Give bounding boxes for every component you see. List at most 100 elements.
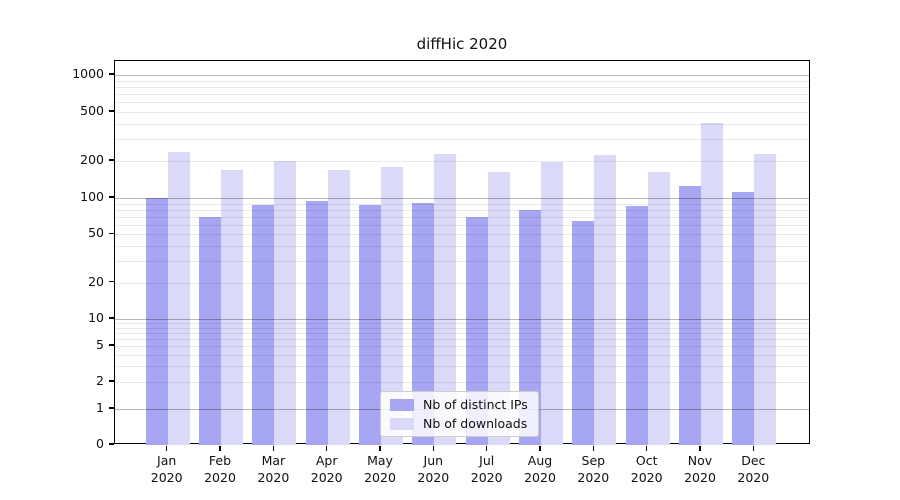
bar-downloads-jul — [487, 171, 510, 445]
x-tick-mark-aug — [539, 445, 541, 451]
bar-downloads-mar — [274, 161, 297, 445]
x-tick-mark-feb — [219, 445, 221, 451]
y-tick-mark-10 — [109, 317, 114, 319]
y-tick-label-500: 500 — [80, 103, 104, 118]
bar-ips-apr — [305, 201, 328, 445]
y-tick-label-200: 200 — [80, 152, 104, 167]
y-tick-label-1: 1 — [96, 400, 104, 415]
legend-row-downloads: Nb of downloads — [390, 416, 528, 431]
x-tick-mark-oct — [646, 445, 648, 451]
gridline-minor-700 — [115, 94, 809, 96]
plot-area — [114, 60, 810, 445]
gridline-minor-600 — [115, 102, 809, 104]
bar-downloads-nov — [701, 122, 723, 445]
gridline-minor-6 — [115, 339, 809, 340]
bar-ips-feb — [199, 216, 221, 445]
gridline-minor-80 — [115, 209, 809, 211]
gridline-minor-500 — [115, 112, 809, 113]
chart-title: diffHic 2020 — [416, 35, 508, 53]
gridline-minor-50 — [115, 234, 809, 236]
x-tick-mark-mar — [272, 445, 275, 451]
x-tick-label-nov: Nov 2020 — [684, 453, 716, 485]
y-tick-label-50: 50 — [88, 225, 104, 241]
gridline-major-10 — [115, 319, 809, 320]
x-tick-mark-apr — [326, 445, 328, 451]
y-tick-mark-100 — [109, 196, 114, 198]
gridline-minor-2 — [115, 381, 809, 383]
gridline-minor-300 — [115, 139, 809, 141]
bar-ips-jan — [145, 198, 168, 445]
bar-ips-oct — [625, 205, 648, 445]
gridline-minor-900 — [115, 80, 809, 82]
y-tick-label-5: 5 — [96, 337, 104, 353]
gridline-minor-40 — [115, 246, 809, 248]
gridline-minor-20 — [115, 282, 809, 284]
x-tick-label-aug: Aug 2020 — [524, 453, 556, 485]
bar-ips-mar — [252, 205, 275, 445]
gridline-minor-8 — [115, 327, 809, 329]
bar-downloads-may — [381, 166, 403, 445]
legend-label-distinct-ips: Nb of distinct IPs — [423, 397, 528, 412]
y-tick-mark-50 — [109, 232, 114, 235]
x-tick-label-sep: Sep 2020 — [577, 453, 610, 485]
bar-ips-dec — [732, 191, 755, 445]
bar-ips-jun — [412, 203, 435, 445]
bar-downloads-oct — [647, 172, 670, 445]
y-tick-mark-20 — [109, 280, 114, 283]
x-tick-label-apr: Apr 2020 — [310, 453, 343, 485]
bar-downloads-jun — [434, 153, 457, 445]
y-tick-mark-200 — [109, 159, 114, 161]
x-tick-label-jul: Jul 2020 — [470, 453, 503, 485]
legend-row-distinct-ips: Nb of distinct IPs — [390, 397, 528, 412]
gridline-major-1000 — [115, 75, 809, 76]
x-tick-mark-nov — [699, 445, 701, 451]
x-tick-label-jan: Jan 2020 — [150, 453, 183, 485]
y-tick-mark-0 — [109, 443, 114, 445]
gridline-minor-4 — [115, 354, 809, 356]
bar-ips-aug — [519, 210, 541, 445]
x-tick-label-dec: Dec 2020 — [737, 453, 770, 485]
gridline-minor-7 — [115, 332, 809, 334]
x-tick-label-feb: Feb 2020 — [204, 453, 236, 485]
bar-ips-may — [359, 204, 381, 445]
x-tick-label-may: May 2020 — [364, 453, 396, 485]
x-tick-label-jun: Jun 2020 — [417, 453, 450, 485]
y-tick-label-100: 100 — [80, 189, 104, 204]
y-tick-mark-1 — [109, 407, 114, 409]
legend-label-downloads: Nb of downloads — [423, 416, 528, 431]
bar-downloads-sep — [594, 154, 617, 445]
x-tick-mark-jul — [486, 445, 488, 451]
gridline-minor-70 — [115, 216, 809, 218]
x-tick-mark-may — [379, 445, 381, 451]
bar-downloads-aug — [541, 162, 563, 445]
x-tick-mark-sep — [592, 445, 594, 451]
gridline-minor-400 — [115, 123, 809, 125]
x-tick-mark-dec — [752, 445, 754, 451]
y-tick-mark-5 — [109, 344, 114, 346]
bar-downloads-apr — [327, 169, 350, 445]
x-tick-label-mar: Mar 2020 — [257, 453, 290, 485]
y-tick-label-20: 20 — [88, 273, 104, 289]
y-tick-label-2: 2 — [96, 372, 104, 388]
bar-downloads-dec — [754, 153, 777, 445]
x-tick-label-oct: Oct 2020 — [630, 453, 663, 485]
gridline-minor-9 — [115, 323, 809, 325]
y-tick-mark-500 — [109, 110, 114, 112]
bar-downloads-jan — [167, 152, 190, 445]
gridline-minor-90 — [115, 203, 809, 205]
x-tick-mark-jan — [166, 445, 168, 451]
gridline-minor-800 — [115, 86, 809, 88]
y-tick-mark-2 — [109, 380, 114, 382]
bar-ips-jul — [465, 216, 488, 445]
gridline-minor-60 — [115, 224, 809, 226]
gridline-minor-3 — [115, 366, 809, 368]
legend-swatch-distinct-ips — [390, 398, 414, 411]
gridline-minor-5 — [115, 346, 809, 348]
bar-downloads-feb — [221, 170, 243, 445]
gridline-major-100 — [115, 198, 809, 199]
y-tick-label-1000: 1000 — [72, 66, 104, 81]
legend: Nb of distinct IPs Nb of downloads — [380, 391, 539, 437]
y-tick-mark-1000 — [109, 73, 114, 75]
gridline-minor-30 — [115, 261, 809, 263]
